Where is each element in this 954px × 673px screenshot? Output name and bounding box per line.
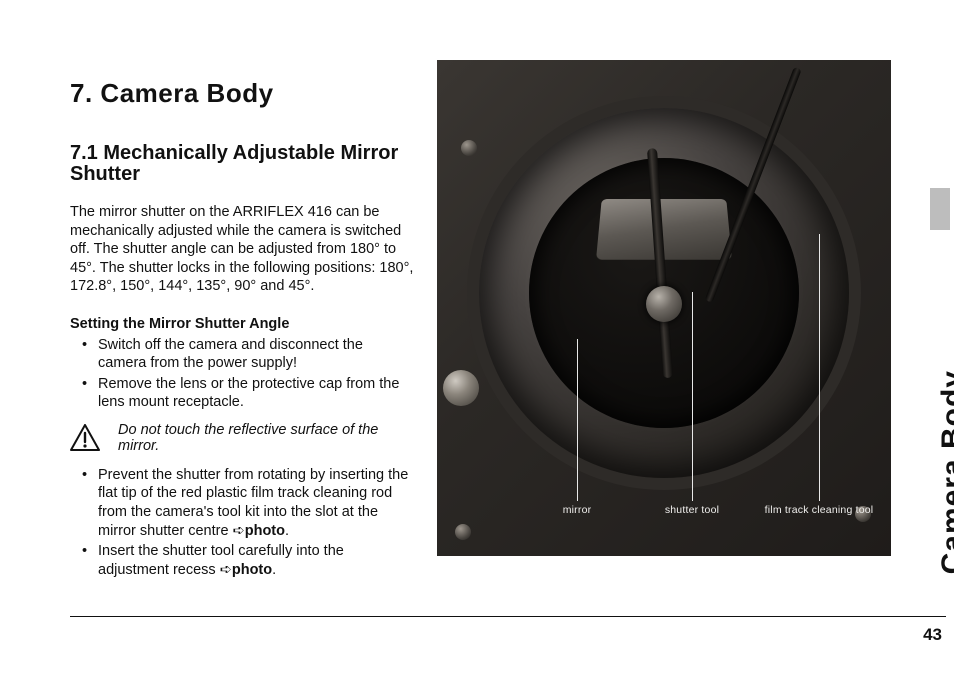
subsection-heading: 7.1 Mechanically Adjustable Mirror Shutt… xyxy=(70,143,415,185)
screw-icon xyxy=(455,524,471,540)
procedure-subhead: Setting the Mirror Shutter Angle xyxy=(70,316,415,332)
bullet-suffix: . xyxy=(272,562,276,578)
camera-photo: mirror shutter tool film track cleaning … xyxy=(437,60,891,556)
callout-line xyxy=(819,234,820,501)
callout-line xyxy=(577,339,578,501)
bullet-list-b: Prevent the shutter from rotating by ins… xyxy=(70,466,415,579)
arrow-icon: ➪ xyxy=(233,523,245,539)
side-knob xyxy=(443,370,479,406)
list-item: Insert the shutter tool carefully into t… xyxy=(70,542,415,579)
callout-mirror: mirror xyxy=(563,504,592,516)
warning-row: Do not touch the reflective surface of t… xyxy=(70,422,415,454)
callout-line xyxy=(692,292,693,501)
list-item: Switch off the camera and disconnect the… xyxy=(70,336,415,373)
bullet-list-a: Switch off the camera and disconnect the… xyxy=(70,336,415,412)
tab-notch xyxy=(930,188,950,230)
intro-paragraph: The mirror shutter on the ARRIFLEX 416 c… xyxy=(70,203,415,296)
side-tab-label: Camera Body xyxy=(936,370,954,574)
text-column: 7. Camera Body 7.1 Mechanically Adjustab… xyxy=(70,78,415,581)
list-item: Remove the lens or the protective cap fr… xyxy=(70,375,415,412)
warning-icon xyxy=(70,424,100,451)
list-item: Prevent the shutter from rotating by ins… xyxy=(70,466,415,540)
callout-shutter-tool: shutter tool xyxy=(665,504,719,516)
section-heading: 7. Camera Body xyxy=(70,78,415,109)
photo-ref: photo xyxy=(232,562,272,578)
arrow-icon: ➪ xyxy=(220,562,232,578)
shutter-hub xyxy=(646,286,682,322)
photo-ref: photo xyxy=(245,523,285,539)
heading-title: Camera Body xyxy=(100,78,273,108)
warning-text: Do not touch the reflective surface of t… xyxy=(118,422,415,454)
footer-rule xyxy=(70,616,946,617)
page-number: 43 xyxy=(923,625,942,645)
heading-number: 7. xyxy=(70,78,93,108)
screw-icon xyxy=(461,140,477,156)
side-tab: Camera Body xyxy=(894,60,950,556)
callout-cleaning-tool: film track cleaning tool xyxy=(765,504,874,516)
bullet-suffix: . xyxy=(285,523,289,539)
